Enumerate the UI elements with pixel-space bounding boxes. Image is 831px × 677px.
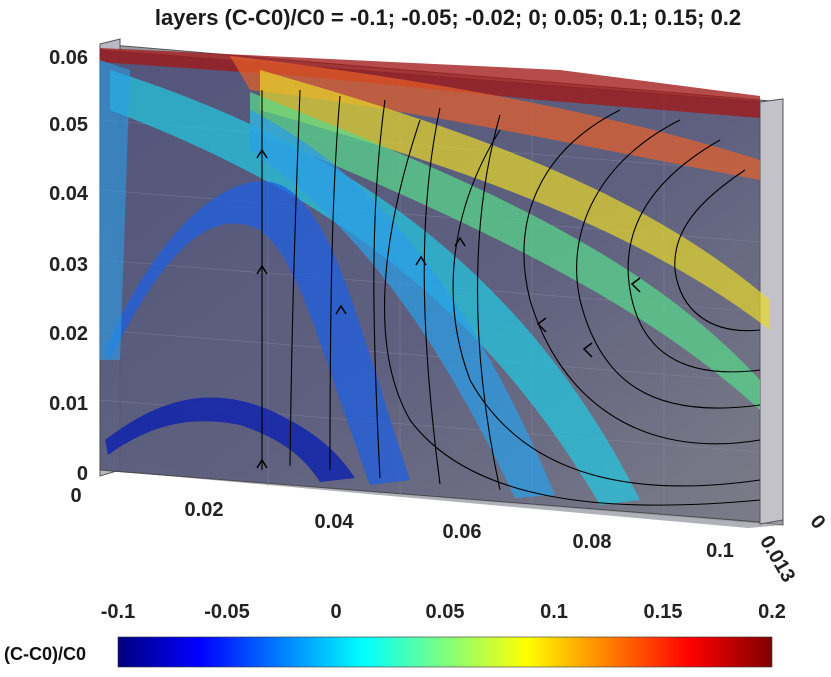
- isosurface-layer--0.05: [105, 181, 410, 485]
- streamline: [383, 119, 761, 506]
- streamline: [289, 89, 301, 467]
- y-tick-label: 0.013: [755, 532, 799, 586]
- z-tick-label: 0.01: [49, 393, 88, 415]
- z-tick-label: 0: [77, 463, 88, 485]
- colorbar-bar: [117, 636, 773, 668]
- chart-title: layers (C-C0)/C0 = -0.1; -0.05; -0.02; 0…: [155, 5, 741, 30]
- colorbar-tick-label: 0.15: [644, 601, 683, 623]
- z-tick-label: 0.03: [49, 254, 88, 276]
- colorbar-tick-label: 0.05: [426, 601, 465, 623]
- x-tick-label: 0: [70, 485, 81, 507]
- x-tick-label: 0.04: [315, 511, 355, 533]
- isosurface-layer-0.1: [260, 70, 770, 330]
- x-tick-label: 0.06: [443, 521, 482, 543]
- z-tick-label: 0.02: [49, 323, 88, 345]
- streamline: [627, 139, 761, 373]
- streamline-arrows: [256, 148, 641, 469]
- colorbar-tick-label: -0.1: [101, 601, 135, 623]
- isosurface-layer-left-edge: [100, 60, 130, 360]
- colorbar-tick-label: -0.05: [204, 601, 250, 623]
- colorbar-tick-label: 0.1: [540, 601, 568, 623]
- colorbar-tick-label: 0: [330, 601, 341, 623]
- isosurface-layer-0: [110, 70, 640, 505]
- streamlines: [261, 89, 761, 506]
- z-tick-label: 0.06: [49, 47, 88, 69]
- streamline: [329, 95, 341, 471]
- isosurface-layer-0.15: [230, 56, 760, 180]
- streamline: [476, 114, 501, 491]
- z-tick-label: 0.04: [49, 183, 89, 205]
- streamline: [576, 119, 761, 409]
- streamline: [423, 107, 441, 485]
- x-axis: 0 0.02 0.04 0.06 0.08 0.1: [70, 485, 733, 562]
- streamline: [373, 99, 386, 479]
- streamline: [674, 169, 761, 332]
- colorbar-label: (C-C0)/C0: [4, 644, 86, 664]
- isosurface-layer--0.02: [250, 110, 555, 498]
- isosurface-layer--0.1: [105, 397, 355, 482]
- x-tick-label: 0.08: [573, 531, 612, 553]
- x-tick-label: 0.02: [185, 499, 224, 521]
- z-axis: 0.06 0.05 0.04 0.03 0.02 0.01 0: [49, 47, 89, 485]
- colorbar-tick-label: 0.2: [758, 601, 786, 623]
- streamline: [452, 129, 761, 487]
- streamline: [523, 109, 761, 445]
- y-tick-label: 0: [806, 511, 830, 534]
- x-tick-label: 0.1: [706, 540, 734, 562]
- z-tick-label: 0.05: [49, 114, 88, 136]
- colorbar: (C-C0)/C0 -0.1 -0.05 0 0.05 0.1 0.15 0.2: [4, 601, 786, 668]
